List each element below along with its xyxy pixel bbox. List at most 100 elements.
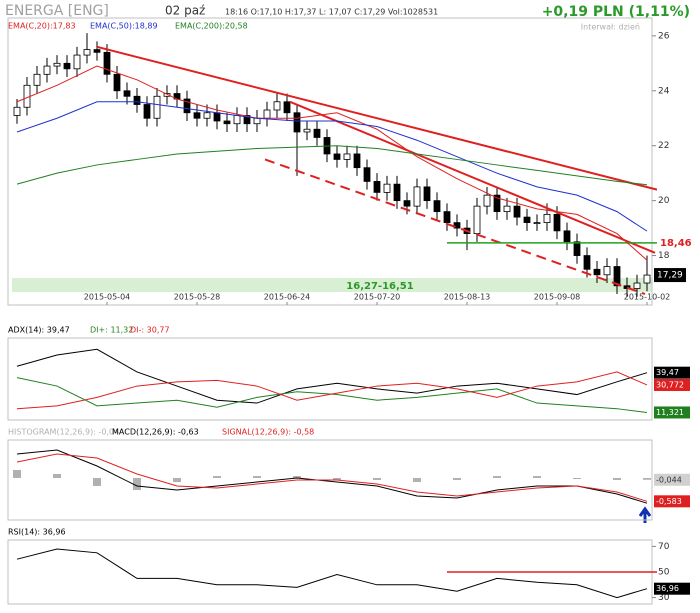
legend-label: EMA(C,200):20,58 bbox=[175, 22, 248, 31]
trendline bbox=[96, 45, 658, 191]
value-badge-label: 36,96 bbox=[656, 584, 679, 593]
interval: Interwał: dzień bbox=[581, 23, 640, 32]
candle-body bbox=[543, 213, 551, 224]
price-badge bbox=[654, 268, 686, 283]
value-badge bbox=[654, 495, 690, 508]
series-line bbox=[16, 453, 648, 502]
candle-body bbox=[93, 49, 101, 53]
trendline bbox=[264, 158, 646, 295]
candle-body bbox=[253, 117, 261, 125]
series-line bbox=[16, 371, 648, 410]
histogram-bar bbox=[453, 478, 461, 480]
value-badge bbox=[654, 406, 690, 419]
y-tick-label: 22 bbox=[658, 141, 669, 151]
y-tick-label: 20 bbox=[658, 196, 670, 206]
candle-body bbox=[433, 200, 441, 213]
candle-body bbox=[283, 101, 291, 114]
candle-body bbox=[563, 230, 571, 243]
ticker: ENERGA [ENG] bbox=[5, 3, 109, 19]
candle-body bbox=[343, 153, 351, 160]
series-line bbox=[16, 65, 648, 261]
candle-body bbox=[113, 73, 121, 92]
value-badge-label: 11,321 bbox=[656, 408, 684, 417]
candle-body bbox=[483, 194, 491, 207]
candle-body bbox=[423, 186, 431, 202]
histogram-bar bbox=[133, 478, 141, 490]
series-line bbox=[16, 548, 648, 599]
histogram-bar bbox=[333, 478, 341, 480]
arrow-icon bbox=[638, 506, 652, 523]
candle-body bbox=[333, 153, 341, 160]
legend-label: HISTOGRAM(12,26,9): -0,04 bbox=[8, 428, 119, 437]
candle-body bbox=[43, 65, 51, 75]
value-badge-label: 30,772 bbox=[656, 380, 684, 389]
candle-body bbox=[533, 222, 541, 225]
candle-body bbox=[163, 93, 171, 97]
y-tick-label: 30 bbox=[658, 593, 670, 603]
legend-label: EMA(C,20):17,83 bbox=[8, 22, 76, 31]
x-tick-label: 2015-05-04 bbox=[84, 293, 131, 302]
candle-body bbox=[443, 211, 451, 224]
candle-body bbox=[133, 95, 141, 105]
legend-label: RSI(14): 36,96 bbox=[8, 528, 66, 537]
legend-label: EMA(C,50):18,89 bbox=[90, 22, 158, 31]
candle-body bbox=[263, 109, 271, 119]
candle-body bbox=[523, 216, 531, 224]
x-tick-label: 2015-06-24 bbox=[264, 293, 311, 302]
candle-body bbox=[103, 51, 111, 75]
candle-body bbox=[33, 73, 41, 86]
y-tick-label: 26 bbox=[658, 31, 670, 41]
histogram-bar bbox=[493, 476, 501, 478]
candle-body bbox=[413, 186, 421, 207]
x-tick-label: 2015-08-13 bbox=[444, 293, 491, 302]
value-badge-label: 39,47 bbox=[656, 368, 679, 377]
candle-body bbox=[553, 213, 561, 232]
candle-body bbox=[393, 183, 401, 202]
series-line bbox=[16, 377, 648, 413]
candle-body bbox=[83, 49, 91, 56]
candle-body bbox=[153, 95, 161, 119]
candle-body bbox=[473, 205, 481, 234]
candle-body bbox=[123, 90, 131, 97]
histogram-bar bbox=[93, 478, 101, 486]
histogram-bar bbox=[173, 478, 181, 482]
y-tick-label: 18 bbox=[658, 251, 670, 261]
value-badge-label: -0,583 bbox=[656, 497, 682, 506]
candle-body bbox=[13, 106, 21, 116]
x-tick-label: 2015-10-02 bbox=[624, 293, 671, 302]
histogram-bar bbox=[413, 478, 421, 482]
candle-body bbox=[243, 115, 251, 125]
candle-body bbox=[63, 62, 71, 70]
candle-body bbox=[233, 115, 241, 125]
legend-label: DI+: 11,32 bbox=[90, 326, 133, 335]
candle-body bbox=[363, 167, 371, 182]
candle-body bbox=[633, 282, 641, 289]
band bbox=[12, 278, 652, 292]
price-badge-label: 17,29 bbox=[657, 271, 683, 281]
candle-body bbox=[373, 181, 381, 193]
candle-body bbox=[53, 62, 61, 67]
value-badge bbox=[654, 366, 690, 379]
value-badge bbox=[654, 473, 690, 486]
histogram-bar bbox=[373, 478, 381, 480]
level-label: 18,46 bbox=[660, 238, 692, 249]
histogram-bar bbox=[613, 478, 621, 480]
series-line bbox=[16, 145, 648, 186]
legend-label: MACD(12,26,9): -0,63 bbox=[112, 428, 199, 437]
value-badge bbox=[654, 378, 690, 391]
histogram-bar bbox=[253, 476, 261, 478]
band-label: 16,27-16,51 bbox=[346, 281, 413, 292]
histogram-bar bbox=[533, 476, 541, 478]
y-tick-label: 70 bbox=[658, 542, 670, 552]
value-badge bbox=[654, 582, 690, 595]
candle-body bbox=[573, 241, 581, 256]
quote: 18:16 O:17,10 H:17,37 L: 17,07 C:17,29 V… bbox=[225, 8, 438, 17]
panel-frame bbox=[7, 439, 653, 521]
candle-body bbox=[223, 120, 231, 125]
series-line bbox=[16, 449, 648, 504]
candle-body bbox=[503, 205, 511, 213]
panel-frame bbox=[7, 17, 653, 306]
panel-frame bbox=[7, 337, 653, 421]
